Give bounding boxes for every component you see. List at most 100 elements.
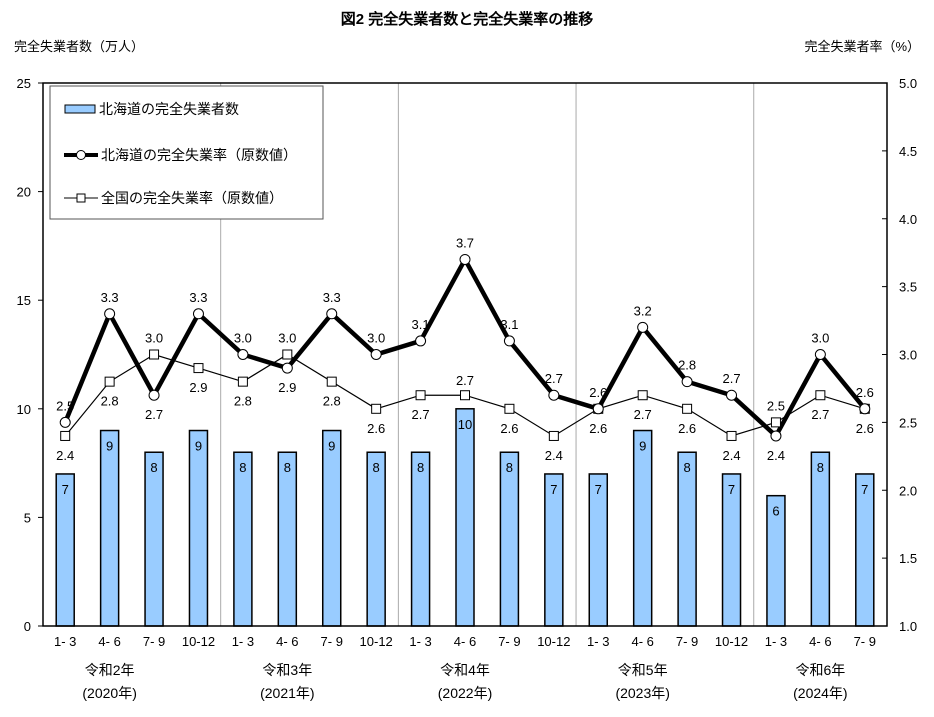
hokkaido-rate-point [104,308,116,320]
national-rate-label: 2.7 [811,407,829,422]
legend-bar-swatch [64,104,96,114]
bar [632,429,653,627]
national-rate-point [504,403,515,414]
national-rate-label: 2.4 [56,448,74,463]
year-group-label: 令和4年 [440,662,490,678]
national-rate-point [282,349,293,360]
legend-square-marker [76,193,86,203]
x-tick-label: 10-12 [537,634,570,649]
bar-value-label: 8 [284,460,291,475]
national-rate-label: 2.6 [500,421,518,436]
hokkaido-rate-label: 2.6 [589,385,607,400]
national-rate-point [548,430,559,441]
national-rate-point [237,376,248,387]
x-tick-label: 10-12 [715,634,748,649]
x-tick-label: 10-12 [360,634,393,649]
legend-label-bar: 北海道の完全失業者数 [99,101,239,117]
national-rate-point [149,349,160,360]
national-rate-point [460,390,470,401]
hokkaido-rate-point [459,253,471,265]
x-tick-label: 7- 9 [498,634,520,649]
bar [99,429,120,627]
national-rate-point [682,403,693,414]
left-tick-label: 10 [17,402,31,417]
legend-label-national-rate: 全国の完全失業率（原数値） [101,190,283,206]
hokkaido-rate-label: 3.0 [234,331,252,346]
hokkaido-rate-label: 3.3 [101,290,119,305]
hokkaido-rate-label: 2.7 [145,407,163,422]
hokkaido-rate-label: 3.3 [323,290,341,305]
national-rate-point [415,390,426,401]
national-rate-label: 2.9 [189,380,207,395]
bar-value-label: 9 [328,439,335,454]
bar-value-label: 8 [239,460,246,475]
hokkaido-rate-label: 3.0 [367,331,385,346]
left-tick-label: 0 [24,619,31,634]
bar [188,429,209,627]
bar [321,429,342,627]
bar [277,451,298,627]
year-group-label: 令和2年 [85,662,135,678]
national-rate-point [193,363,204,374]
year-group-label: 令和5年 [618,662,668,678]
left-tick-label: 5 [24,510,31,525]
national-rate-label: 2.5 [767,398,785,413]
right-tick-label: 3.5 [899,280,917,295]
right-tick-label: 1.0 [899,619,917,634]
bar [144,451,164,627]
hokkaido-rate-point [415,335,427,347]
right-tick-label: 1.5 [899,551,917,566]
year-group-sublabel: (2023年) [615,685,669,701]
x-tick-label: 1- 3 [409,634,431,649]
hokkaido-rate-label: 3.2 [634,303,652,318]
right-tick-label: 2.5 [899,415,917,430]
year-group-label: 令和3年 [262,662,312,678]
national-rate-label: 2.4 [722,448,740,463]
legend-label-hokkaido-rate: 北海道の完全失業率（原数値） [101,147,297,163]
hokkaido-rate-point [281,362,293,374]
x-tick-label: 4- 6 [631,634,653,649]
hokkaido-rate-label: 2.4 [767,448,785,463]
national-rate-label: 2.6 [589,421,607,436]
national-rate-label: 2.6 [678,421,696,436]
right-tick-label: 4.5 [899,144,917,159]
national-rate-point [326,376,337,387]
national-rate-point [60,430,71,441]
x-tick-label: 1- 3 [587,634,609,649]
bar-value-label: 7 [62,482,69,497]
right-tick-label: 2.0 [899,483,917,498]
bar [366,451,386,627]
national-rate-point [637,390,648,401]
x-tick-label: 4- 6 [276,634,298,649]
national-rate-point [104,376,115,387]
right-tick-label: 4.0 [899,212,917,227]
national-rate-point [371,403,382,414]
left-axis-label: 完全失業者数（万人） [14,39,144,54]
hokkaido-rate-label: 2.7 [545,371,563,386]
legend-circle-marker [76,150,86,160]
hokkaido-rate-point [592,403,604,415]
legend: 北海道の完全失業者数 北海道の完全失業率（原数値） 全国の完全失業率（原数値） [49,85,324,220]
national-rate-label: 2.8 [234,394,252,409]
hokkaido-rate-point [859,403,871,415]
hokkaido-rate-label: 3.3 [189,290,207,305]
year-group-sublabel: (2022年) [438,685,492,701]
x-tick-label: 1- 3 [232,634,254,649]
national-rate-point [770,417,781,428]
bar-value-label: 7 [550,482,557,497]
hokkaido-rate-label: 2.9 [278,380,296,395]
hokkaido-rate-label: 2.7 [722,371,740,386]
hokkaido-rate-point [326,308,338,320]
bar-value-label: 6 [772,504,779,519]
x-tick-label: 7- 9 [676,634,698,649]
left-tick-label: 20 [17,185,31,200]
x-tick-label: 10-12 [182,634,215,649]
bar [499,451,520,627]
hokkaido-rate-label: 3.1 [500,317,518,332]
right-axis-label: 完全失業者率（%） [804,39,920,54]
national-rate-point [726,430,737,441]
bar [810,451,831,627]
hokkaido-rate-point [548,389,560,401]
national-rate-label: 2.6 [367,421,385,436]
year-group-sublabel: (2020年) [82,685,136,701]
